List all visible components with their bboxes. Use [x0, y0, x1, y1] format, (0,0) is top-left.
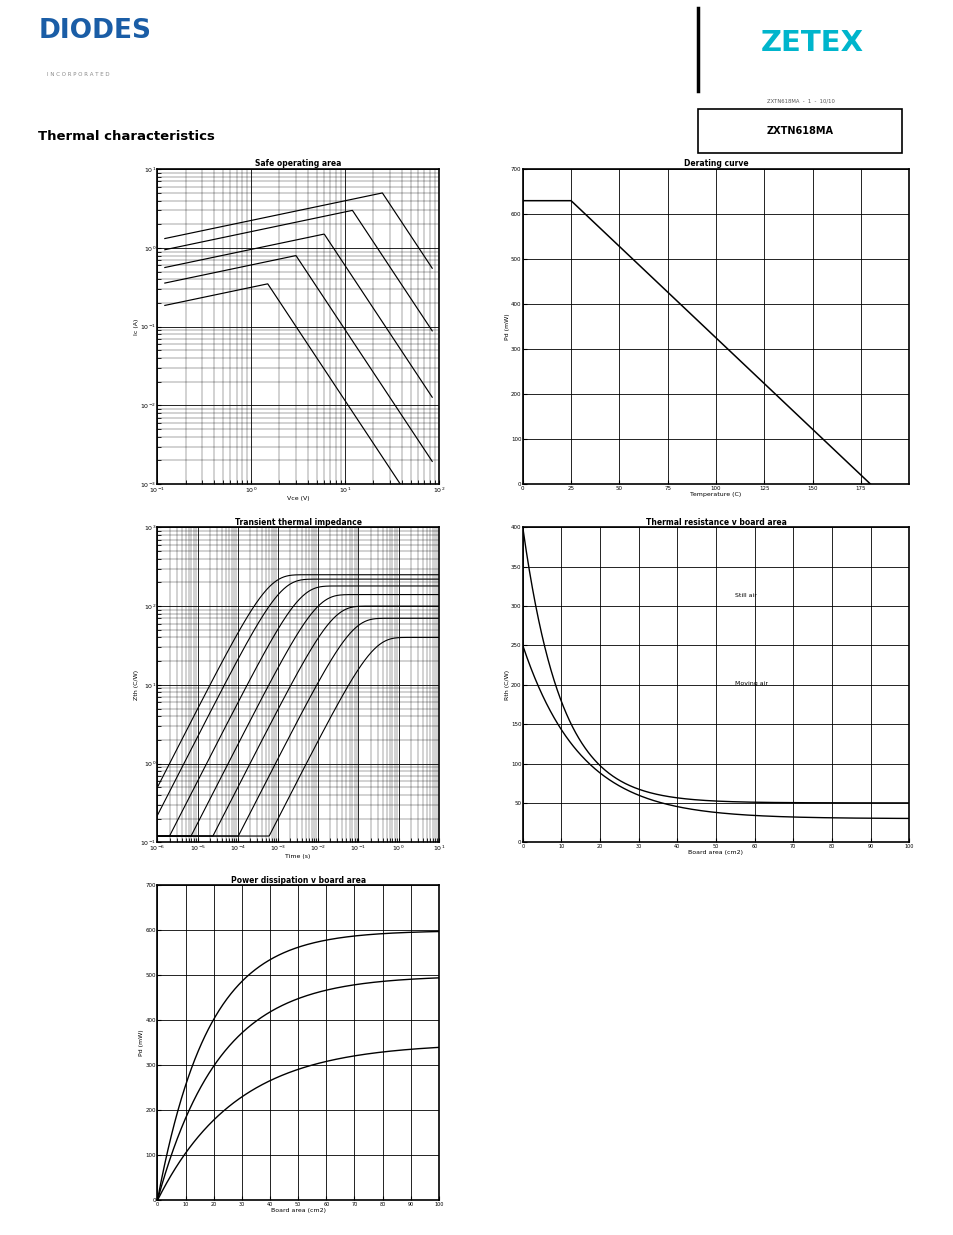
- Text: ZXTN618MA: ZXTN618MA: [766, 126, 833, 136]
- Text: DIODES: DIODES: [38, 19, 151, 44]
- Title: Safe operating area: Safe operating area: [254, 159, 341, 168]
- Y-axis label: Ic (A): Ic (A): [133, 319, 138, 335]
- Text: Moving air: Moving air: [735, 680, 767, 685]
- Title: Power dissipation v board area: Power dissipation v board area: [231, 876, 365, 884]
- Y-axis label: Pd (mW): Pd (mW): [139, 1030, 144, 1056]
- Title: Transient thermal impedance: Transient thermal impedance: [234, 517, 361, 526]
- Text: ZXTN618MA  -  1  -  10/10: ZXTN618MA - 1 - 10/10: [766, 98, 835, 104]
- X-axis label: Vce (V): Vce (V): [287, 496, 309, 501]
- Title: Thermal resistance v board area: Thermal resistance v board area: [645, 517, 785, 526]
- X-axis label: Time (s): Time (s): [285, 855, 311, 860]
- Text: ZETEX: ZETEX: [760, 30, 863, 57]
- X-axis label: Board area (cm2): Board area (cm2): [688, 850, 742, 855]
- X-axis label: Board area (cm2): Board area (cm2): [271, 1208, 325, 1213]
- Title: Derating curve: Derating curve: [683, 159, 747, 168]
- X-axis label: Temperature (C): Temperature (C): [690, 492, 740, 496]
- Text: Thermal characteristics: Thermal characteristics: [38, 130, 214, 143]
- Text: I N C O R P O R A T E D: I N C O R P O R A T E D: [47, 72, 109, 77]
- Text: Still air: Still air: [735, 593, 757, 598]
- Y-axis label: Zth (C/W): Zth (C/W): [133, 669, 138, 700]
- Y-axis label: Rth (C/W): Rth (C/W): [504, 669, 509, 700]
- Y-axis label: Pd (mW): Pd (mW): [504, 314, 509, 340]
